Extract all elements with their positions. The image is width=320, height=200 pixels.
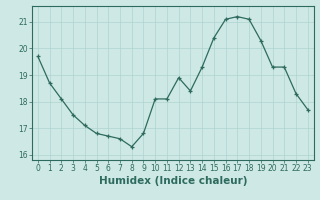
X-axis label: Humidex (Indice chaleur): Humidex (Indice chaleur) bbox=[99, 176, 247, 186]
